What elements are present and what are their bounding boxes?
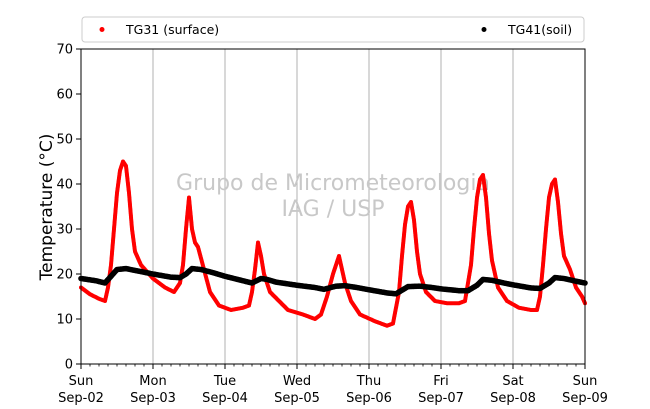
watermark-line-2: IAG / USP: [282, 197, 385, 222]
x-tick-date-label: Sep-02: [58, 391, 104, 406]
x-tick-date-label: Sep-08: [490, 391, 536, 406]
y-tick-label: 30: [56, 223, 73, 238]
series-layer: [78, 159, 588, 328]
x-axis: Sun Sep-02 Mon Sep-03 Tue Sep-04 Wed Sep-05 Thu S…: [58, 364, 608, 406]
x-tick-date-label: Sep-09: [562, 391, 608, 406]
y-tick-label: 0: [65, 358, 73, 373]
legend: TG31 (surface) TG41(soil): [81, 16, 585, 43]
x-tick-day-label: Fri: [433, 374, 449, 389]
x-tick-date-label: Sep-06: [346, 391, 392, 406]
legend-label-surface: TG31 (surface): [125, 22, 219, 37]
legend-marker-surface: [99, 27, 105, 32]
y-tick-label: 60: [56, 88, 73, 103]
x-tick-day-label: Tue: [213, 374, 236, 389]
y-tick-label: 40: [56, 178, 73, 193]
x-tick-day-label: Thu: [356, 374, 381, 389]
x-tick-date-label: Sep-04: [202, 391, 248, 406]
legend-label-soil: TG41(soil): [507, 22, 572, 37]
y-tick-label: 70: [56, 43, 73, 58]
x-tick-date-label: Sep-03: [130, 391, 176, 406]
x-tick-day-label: Sat: [502, 374, 523, 389]
watermark-line-1: Grupo de Micrometeorologia: [176, 171, 490, 196]
x-tick-day-label: Mon: [139, 374, 166, 389]
y-tick-label: 20: [56, 268, 73, 283]
x-tick-day-label: Sun: [69, 374, 94, 389]
y-tick-label: 10: [56, 313, 73, 328]
series-soil: [78, 265, 588, 297]
y-axis-label: Temperature (°C): [37, 134, 57, 282]
x-tick-date-label: Sep-07: [418, 391, 464, 406]
watermark: Grupo de Micrometeorologia IAG / USP: [176, 171, 490, 222]
series-surface: [79, 159, 587, 328]
x-gridlines: [152, 49, 514, 364]
y-tick-label: 50: [56, 133, 73, 148]
x-tick-day-label: Wed: [283, 374, 311, 389]
legend-box: [81, 16, 585, 43]
x-tick-date-label: Sep-05: [274, 391, 320, 406]
legend-marker-soil: [481, 27, 487, 32]
y-axis: 0 10 20 30 40 50 60 70: [56, 43, 81, 373]
x-tick-day-label: Sun: [573, 374, 598, 389]
